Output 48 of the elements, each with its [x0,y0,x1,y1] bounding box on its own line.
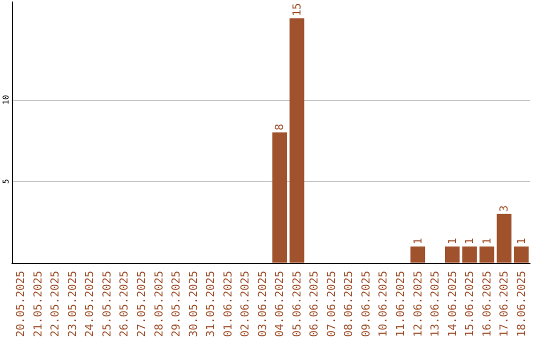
x-tick-label: 22.05.2025 [48,270,62,338]
x-tick-label: 01.06.2025 [221,270,234,338]
x-tick-label: 30.05.2025 [186,270,200,338]
x-tick-label: 10.06.2025 [376,270,390,338]
y-tick-label: 5 [2,178,10,184]
x-tick-label: 28.05.2025 [152,270,166,338]
x-tick-label: 06.06.2025 [308,270,321,338]
x-tick-label: 29.05.2025 [170,270,183,338]
bar [496,214,512,263]
data-label: 1 [463,238,476,244]
data-label: 1 [446,238,459,244]
x-tick-label: 20.05.2025 [14,270,28,338]
x-tick-label: 13.06.2025 [428,270,442,338]
x-tick-label: 16.06.2025 [480,270,494,338]
bar [290,18,304,263]
x-tick-label: 27.05.2025 [135,270,148,338]
bar [444,246,460,263]
x-tick-label: 23.05.2025 [66,270,79,338]
y-tick-label: 10 [2,94,10,105]
bar [272,132,287,263]
x-tick-label: 03.06.2025 [256,270,269,338]
data-label: 8 [273,124,286,130]
x-tick-label: 24.05.2025 [83,270,96,338]
x-tick-label: 14.06.2025 [446,270,459,338]
bar [479,246,494,263]
x-tick-label: 09.06.2025 [359,270,372,338]
x-tick-label: 12.06.2025 [411,270,424,338]
x-tick-label: 04.06.2025 [273,270,286,338]
bar [514,246,529,263]
data-label: 3 [498,205,511,212]
x-tick-label: 05.06.2025 [290,270,304,338]
bar [410,246,426,263]
data-label: 1 [514,238,528,244]
data-label: 1 [480,238,494,244]
x-tick-label: 26.05.2025 [118,270,131,338]
data-label: 1 [411,238,424,244]
x-tick-label: 18.06.2025 [514,270,528,338]
x-tick-label: 02.06.2025 [238,270,252,338]
x-tick-label: 07.06.2025 [324,270,338,338]
x-tick-label: 08.06.2025 [342,270,356,338]
x-tick-label: 31.05.2025 [204,270,218,338]
x-tick-label: 17.06.2025 [498,270,511,338]
bar [462,246,477,263]
x-tick-label: 21.05.2025 [31,270,44,338]
x-tick-label: 25.05.2025 [100,270,114,338]
x-tick-label: 11.06.2025 [394,270,407,338]
x-tick-label: 15.06.2025 [463,270,476,338]
data-label: 15 [290,3,304,16]
